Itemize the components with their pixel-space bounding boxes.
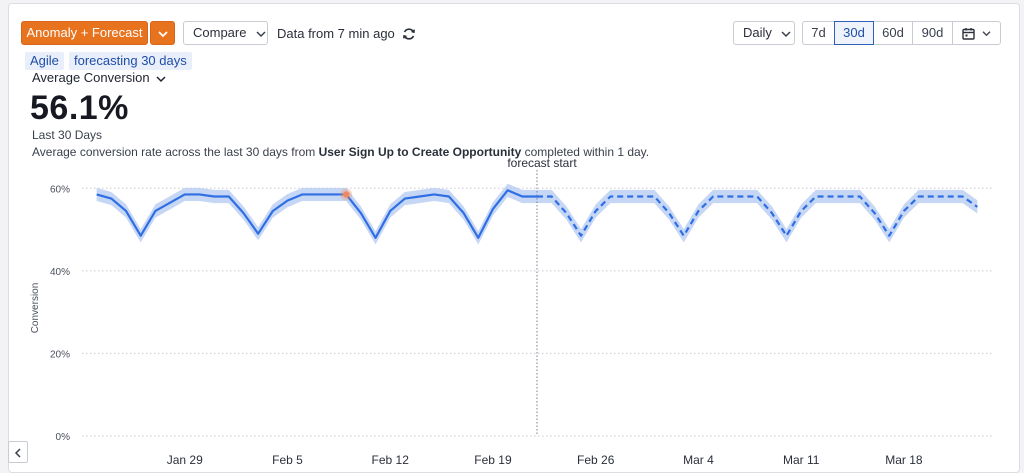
data-freshness-text: Data from 7 min ago (277, 26, 395, 41)
compare-button[interactable]: Compare (183, 21, 268, 45)
chevron-down-icon (157, 30, 168, 37)
refresh-icon[interactable] (402, 27, 416, 41)
collapse-panel-button[interactable] (8, 441, 28, 463)
chevron-down-icon (781, 31, 791, 37)
tag-forecasting[interactable]: forecasting 30 days (69, 52, 192, 70)
metric-value: 56.1% (30, 89, 129, 127)
metric-description: Average conversion rate across the last … (32, 145, 649, 159)
mode-dropdown-button[interactable]: Anomaly + Forecast (21, 21, 148, 45)
chevron-left-icon (14, 448, 21, 458)
range-7d[interactable]: 7d (802, 21, 835, 45)
metric-selector[interactable]: Average Conversion (32, 70, 166, 85)
range-90d[interactable]: 90d (912, 21, 953, 45)
calendar-icon (961, 28, 975, 40)
tag-agile[interactable]: Agile (25, 52, 64, 70)
mode-menu-toggle[interactable] (150, 21, 175, 45)
metric-selector-label: Average Conversion (32, 70, 150, 85)
granularity-label: Daily (743, 25, 772, 40)
granularity-dropdown[interactable]: Daily (733, 21, 795, 45)
chevron-down-icon (156, 76, 166, 82)
metric-description-event: User Sign Up to Create Opportunity (318, 145, 522, 159)
date-picker-button[interactable] (952, 21, 1001, 45)
range-30d[interactable]: 30d (834, 21, 874, 45)
range-60d[interactable]: 60d (873, 21, 913, 45)
mode-label: Anomaly + Forecast (26, 25, 143, 40)
chevron-down-icon (256, 31, 266, 37)
chevron-down-icon (982, 31, 991, 37)
metric-period: Last 30 Days (32, 128, 103, 142)
compare-label: Compare (193, 25, 247, 40)
metric-description-suffix: completed within 1 day. (521, 145, 650, 159)
metric-description-prefix: Average conversion rate across the last … (32, 145, 319, 159)
